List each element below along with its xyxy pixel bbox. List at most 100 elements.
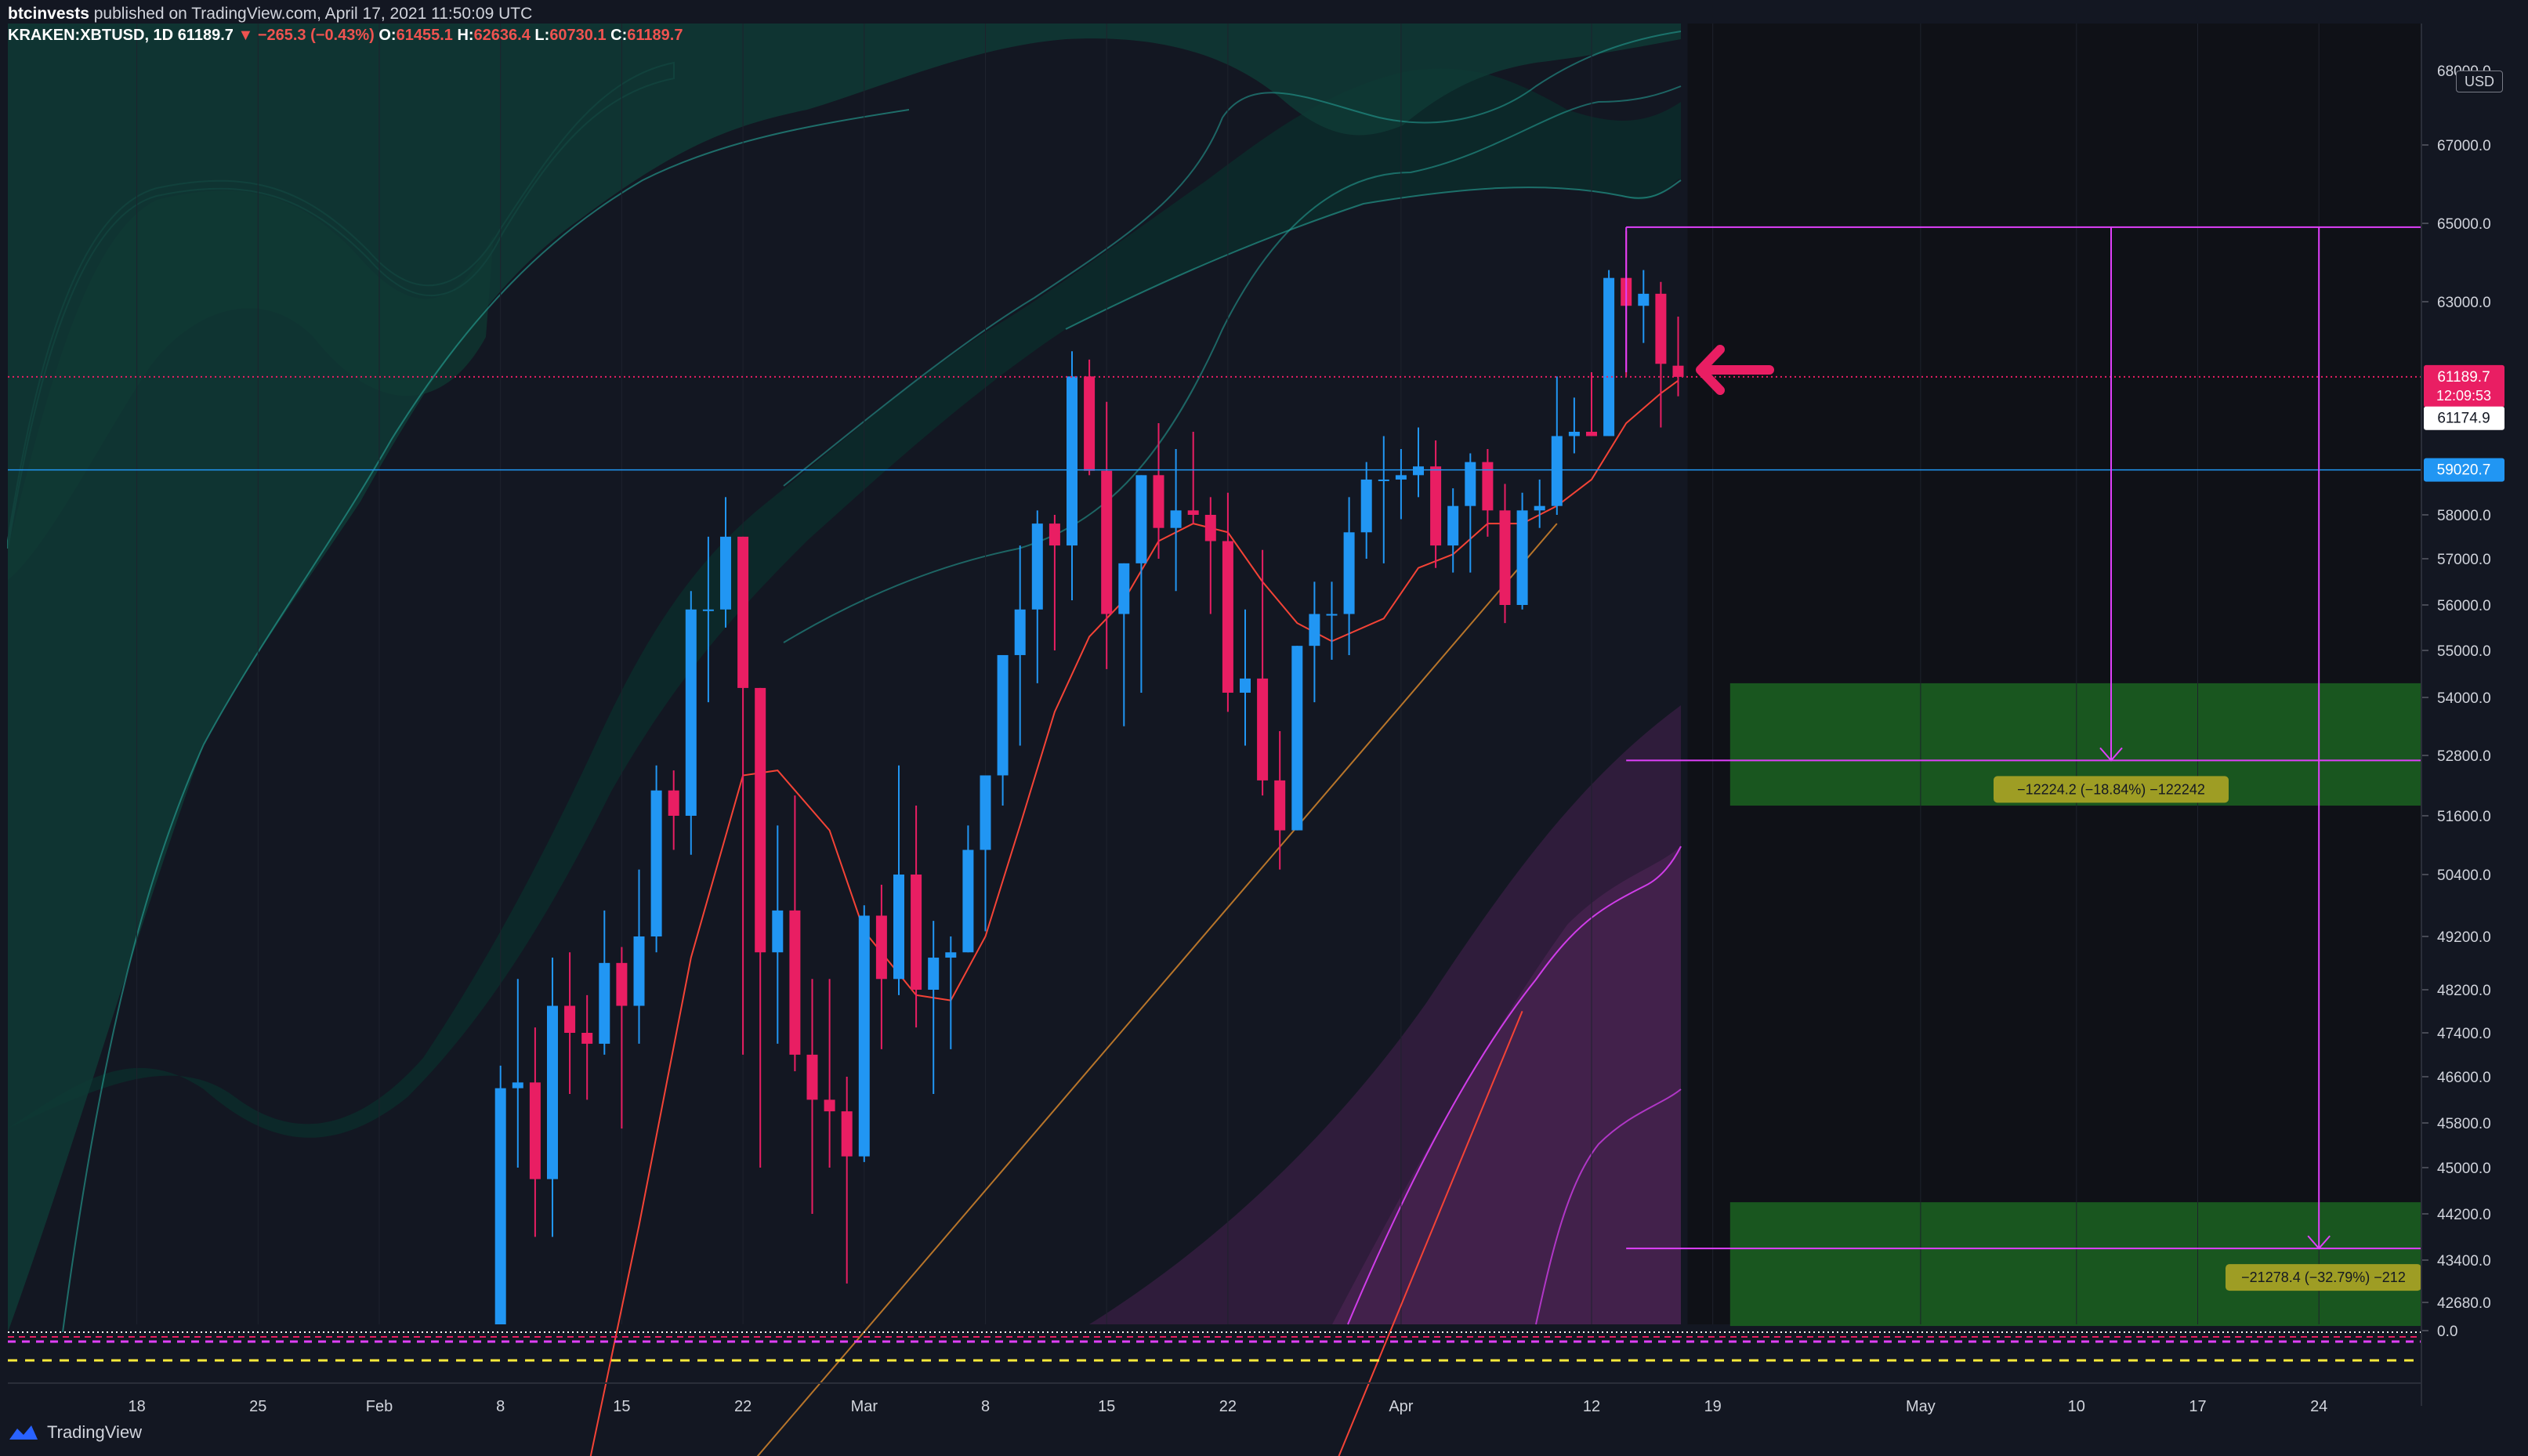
candle[interactable] [858,905,870,1162]
candle[interactable] [1240,609,1251,746]
candle-body [945,952,957,958]
candle[interactable] [581,994,593,1100]
candle[interactable] [997,654,1009,806]
candle[interactable] [911,806,922,1028]
candle[interactable] [1378,436,1389,563]
candle-body [858,915,870,1157]
candle[interactable] [1187,431,1199,524]
candle[interactable] [1413,427,1424,498]
candle[interactable] [1014,545,1026,746]
candle-body [1568,431,1580,436]
y-tick-label: 45000.0 [2437,1161,2491,1177]
candle-body [1274,780,1286,831]
candle[interactable] [633,869,645,1044]
candle[interactable] [650,765,662,953]
candle[interactable] [1551,376,1563,515]
candle-body [1153,475,1164,528]
currency-badge[interactable]: USD [2456,71,2503,92]
candle[interactable] [1360,462,1372,559]
candle[interactable] [737,536,749,1055]
candle[interactable] [1586,371,1597,436]
target-zone[interactable] [1729,1202,2421,1327]
author-name[interactable]: btcinvests [8,5,89,23]
y-tick-label: 48200.0 [2437,983,2491,999]
candle[interactable] [685,591,697,855]
candle[interactable] [1430,440,1442,568]
candle[interactable] [1204,497,1216,614]
footer-brand[interactable]: TradingView [8,1417,142,1448]
candle[interactable] [702,536,714,703]
candle[interactable] [1067,351,1077,601]
candle-body [875,915,887,980]
candle-body [685,609,697,816]
candle[interactable] [1135,475,1147,693]
candle[interactable] [806,979,818,1214]
orange-trendline[interactable] [743,523,1558,1456]
candle-body [911,875,922,990]
candle[interactable] [962,825,974,953]
candle-body [547,1005,558,1179]
candle[interactable] [1447,488,1459,573]
candle[interactable] [1499,484,1511,624]
candle[interactable] [1672,317,1684,397]
candle[interactable] [1309,581,1320,703]
candle[interactable] [1170,449,1182,592]
candle[interactable] [1326,581,1338,660]
bollinger-bands [7,24,1682,1333]
candle[interactable] [1222,492,1233,712]
candle[interactable] [824,979,835,1168]
candle[interactable] [1343,497,1355,655]
candle[interactable] [841,1077,853,1284]
candle[interactable] [599,910,610,1055]
price-axis[interactable] [2422,24,2528,1426]
low-label: L: [534,27,550,44]
candle[interactable] [1049,515,1060,650]
candle[interactable] [1395,449,1407,520]
y-tick-label: 42680.0 [2437,1295,2491,1312]
candle-body [1413,466,1424,476]
candle[interactable] [945,936,957,1049]
brand-text: TradingView [47,1422,143,1442]
open-label: O: [378,27,397,44]
candle-body [1291,646,1303,831]
candle[interactable] [893,765,904,995]
close-label: C: [610,27,628,44]
candle[interactable] [1655,281,1667,428]
candle[interactable] [980,775,991,932]
x-tick-label: Feb [366,1398,393,1415]
candle[interactable] [928,921,940,1095]
candle[interactable] [1291,646,1303,831]
candle[interactable] [1101,401,1113,669]
candle[interactable] [1257,549,1269,796]
candle[interactable] [1274,730,1286,870]
candle[interactable] [875,885,887,1049]
candle-body [806,1054,818,1100]
candle[interactable] [1031,510,1043,683]
symbol-label[interactable]: KRAKEN:XBTUSD, 1D [8,27,174,44]
candle[interactable] [616,947,628,1129]
candle[interactable] [1534,479,1545,528]
candle[interactable] [512,979,523,1168]
candle[interactable] [789,795,801,1071]
candle[interactable] [1482,449,1494,537]
candle[interactable] [668,770,679,850]
candle[interactable] [529,1027,541,1237]
candle[interactable] [772,825,784,1044]
candle[interactable] [564,952,576,1095]
candle[interactable] [1465,453,1476,573]
candle[interactable] [1603,270,1615,436]
candle[interactable] [494,1065,506,1324]
candle[interactable] [1118,563,1130,726]
red-trendline[interactable] [1332,1011,1523,1456]
candle[interactable] [547,958,558,1237]
candle[interactable] [755,687,766,1168]
candle[interactable] [1638,270,1650,343]
candle[interactable] [1568,397,1580,454]
candle-body [1534,505,1545,511]
candle[interactable] [1153,423,1164,559]
candle[interactable] [1084,359,1096,476]
y-tick-label: 44200.0 [2437,1207,2491,1223]
candle[interactable] [1516,492,1528,610]
candle[interactable] [720,497,731,628]
